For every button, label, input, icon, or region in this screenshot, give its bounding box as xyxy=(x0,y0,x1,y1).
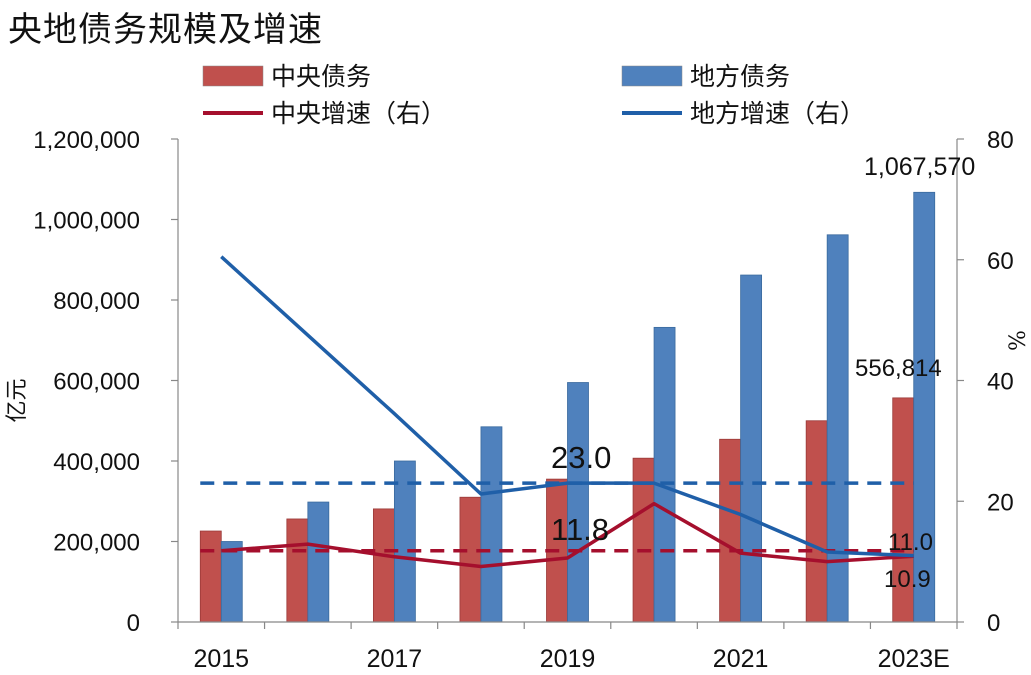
y-left-tick-label: 400,000 xyxy=(53,449,140,476)
bar-central-2016 xyxy=(286,518,309,623)
chart-title: 央地债务规模及增速 xyxy=(8,10,323,50)
annotations: 1,067,570 556,814 23.0 11.8 11.0 10.9 xyxy=(551,153,975,593)
legend-label-line-0: 中央增速（右） xyxy=(271,99,446,128)
annotation-avg-central: 11.8 xyxy=(551,512,609,547)
annotation-local-2023: 1,067,570 xyxy=(864,153,975,181)
bar-central-2021 xyxy=(719,438,742,623)
y-left-axis-label: 亿元 xyxy=(5,378,30,422)
bar-local-2017 xyxy=(393,460,416,623)
x-tick-label: 2017 xyxy=(367,645,423,673)
bar-local-2018 xyxy=(480,426,503,623)
growth-lines xyxy=(220,255,914,569)
legend-swatch-0-bar xyxy=(202,65,264,87)
annotation-central-2023: 556,814 xyxy=(855,355,942,382)
y-left-tick-label: 200,000 xyxy=(53,530,140,557)
annotation-avg-local: 23.0 xyxy=(551,440,611,475)
x-tick-label: 2015 xyxy=(193,645,249,673)
legend-label-line-1: 地方增速（右） xyxy=(690,99,865,128)
growth-line-0 xyxy=(221,501,914,569)
y-right-axis-label: % xyxy=(1006,330,1031,351)
bar-local-2019 xyxy=(567,382,589,623)
bar-local-2023E xyxy=(913,191,936,623)
legend-label-bar-1: 地方债务 xyxy=(690,62,790,91)
bar-central-2017 xyxy=(372,508,395,623)
bar-central-2022 xyxy=(805,420,828,623)
y-right-tick-label: 60 xyxy=(987,248,1014,275)
y-right-tick-label: 0 xyxy=(987,610,1000,637)
x-tick-label: 2021 xyxy=(713,645,769,673)
bar-central-2018 xyxy=(459,496,482,623)
legend-label-bar-0: 中央债务 xyxy=(271,62,371,91)
bar-local-2016 xyxy=(307,501,330,623)
bar-local-2015 xyxy=(220,541,243,623)
y-left-tick-label: 800,000 xyxy=(53,288,140,315)
bar-central-2015 xyxy=(199,530,222,623)
y-right-tick-label: 20 xyxy=(987,489,1014,516)
bar-local-2021 xyxy=(740,274,763,623)
growth-line-1 xyxy=(220,255,914,558)
y-left-tick-label: 1,000,000 xyxy=(33,208,140,235)
annotation-central-rate-2023: 10.9 xyxy=(884,566,931,593)
legend-swatch-1-bar xyxy=(621,65,683,87)
y-left-tick-label: 1,200,000 xyxy=(33,127,140,154)
y-right-tick-label: 40 xyxy=(987,369,1014,396)
bar-local-2022 xyxy=(826,234,849,623)
y-left-tick-label: 0 xyxy=(127,610,140,637)
y-left-tick-label: 600,000 xyxy=(53,369,140,396)
annotation-local-rate-2023: 11.0 xyxy=(888,529,933,556)
axes: 0 200,000 400,000 600,000 800,000 1,000,000 1,… xyxy=(5,127,1031,673)
y-right-tick-label: 80 xyxy=(987,127,1014,154)
x-tick-label: 2023E xyxy=(878,645,950,673)
bar-local-2020 xyxy=(653,326,676,623)
x-tick-label: 2019 xyxy=(540,645,596,673)
